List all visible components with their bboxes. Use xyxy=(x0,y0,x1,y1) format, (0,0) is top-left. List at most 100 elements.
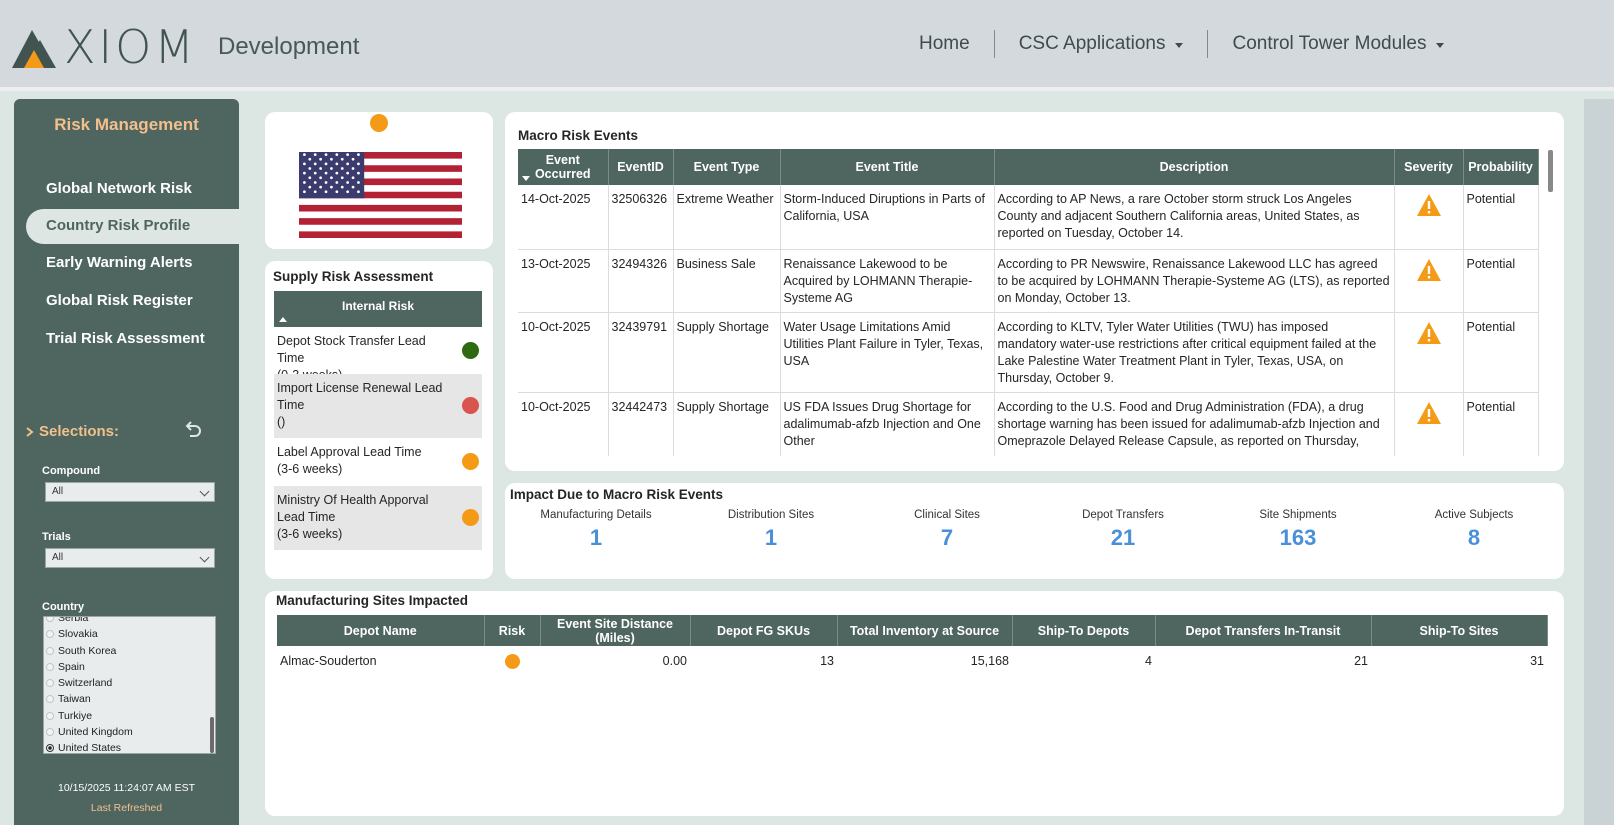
country-list[interactable]: Serbia Slovakia South Korea Spain Switze… xyxy=(43,616,216,754)
country-list-scrollbar[interactable] xyxy=(210,717,214,753)
sidebar-item-country-risk-profile[interactable]: Country Risk Profile xyxy=(26,209,239,244)
radio-icon xyxy=(46,711,54,720)
sidebar-item-trial-risk-assessment[interactable]: Trial Risk Assessment xyxy=(46,330,205,347)
events-scrollbar[interactable] xyxy=(1548,150,1553,192)
event-type: Extreme Weather xyxy=(673,185,781,250)
total-inventory: 15,168 xyxy=(970,654,1009,668)
supply-risk-row[interactable]: Label Approval Lead Time (3-6 weeks) xyxy=(274,438,482,485)
col-distance[interactable]: Event Site Distance (Miles) xyxy=(540,615,691,646)
country-name: Spain xyxy=(58,660,85,673)
country-item[interactable]: South Korea xyxy=(44,643,215,659)
metric-value: 1 xyxy=(764,525,778,550)
chevron-down-icon xyxy=(199,552,210,563)
severity xyxy=(1394,249,1464,313)
col-ship-to-depots[interactable]: Ship-To Depots xyxy=(1012,615,1156,646)
country-item[interactable]: United Kingdom xyxy=(44,724,215,740)
refresh-label: Last Refreshed xyxy=(90,802,163,814)
us-flag-icon xyxy=(299,152,462,238)
table-row[interactable]: Almac-Souderton 0.00 13 15,168 4 21 31 xyxy=(277,646,1547,676)
undo-icon[interactable] xyxy=(182,419,204,441)
right-scroll-region xyxy=(1584,99,1614,825)
chevron-down-icon xyxy=(199,486,210,497)
country-item-selected[interactable]: United States xyxy=(44,740,215,753)
col-event-title[interactable]: Event Title xyxy=(780,149,995,185)
nav-csc-applications[interactable]: CSC Applications xyxy=(995,30,1208,58)
col-ship-to-sites[interactable]: Ship-To Sites xyxy=(1371,615,1548,646)
col-transfers-in-transit[interactable]: Depot Transfers In-Transit xyxy=(1155,615,1372,646)
metric-value: 163 xyxy=(1279,525,1317,550)
metric-label: Clinical Sites xyxy=(914,509,980,521)
risk-name: Import License Renewal Lead Time xyxy=(277,381,443,412)
country-item[interactable]: Serbia xyxy=(44,616,215,626)
col-event-occurred[interactable]: Event Occurred xyxy=(518,149,609,185)
trials-dropdown[interactable]: All xyxy=(45,548,215,568)
country-item[interactable]: Switzerland xyxy=(44,675,215,691)
metric-value: 21 xyxy=(1110,525,1136,550)
event-date: 14-Oct-2025 xyxy=(518,185,609,250)
event-id: 32494326 xyxy=(608,249,674,313)
event-id: 32442473 xyxy=(608,392,674,456)
top-bar: XIOM Development Home CSC Applications C… xyxy=(0,0,1614,91)
event-date: 13-Oct-2025 xyxy=(518,249,609,313)
col-depot-fg-skus[interactable]: Depot FG SKUs xyxy=(690,615,838,646)
risk-range: (3-6 weeks) xyxy=(277,462,343,476)
nav-control-tower-label: Control Tower Modules xyxy=(1232,33,1427,54)
supply-risk-row[interactable]: Ministry Of Health Apporval Lead Time (3… xyxy=(274,486,482,550)
country-item[interactable]: Taiwan xyxy=(44,691,215,707)
col-total-inventory[interactable]: Total Inventory at Source xyxy=(837,615,1013,646)
country-item[interactable]: Spain xyxy=(44,659,215,675)
radio-icon xyxy=(46,630,54,639)
country-item[interactable]: Slovakia xyxy=(44,626,215,642)
sidebar-item-global-risk-register[interactable]: Global Risk Register xyxy=(46,292,193,309)
col-event-type[interactable]: Event Type xyxy=(673,149,781,185)
metric-manufacturing-details: Manufacturing Details 1 xyxy=(508,509,684,551)
event-description: According to PR Newswire, Renaissance La… xyxy=(994,249,1395,313)
nav-home[interactable]: Home xyxy=(895,30,994,58)
col-severity[interactable]: Severity xyxy=(1394,149,1464,185)
depot-fg-skus: 13 xyxy=(820,654,834,668)
sidebar-title: Risk Management xyxy=(54,115,199,134)
table-row[interactable]: 14-Oct-2025 32506326 Extreme Weather Storm-… xyxy=(518,185,1539,250)
col-event-id[interactable]: EventID xyxy=(608,149,674,185)
supply-risk-row[interactable]: Depot Stock Transfer Lead Time (0-3 week… xyxy=(274,327,482,382)
ship-to-depots: 4 xyxy=(1145,654,1152,668)
country-name: Serbia xyxy=(58,616,89,624)
col-depot-name[interactable]: Depot Name xyxy=(277,615,485,646)
radio-icon xyxy=(46,679,54,688)
sort-desc-icon xyxy=(522,176,530,181)
sidebar-item-global-network-risk[interactable]: Global Network Risk xyxy=(46,180,192,197)
country-items: Serbia Slovakia South Korea Spain Switze… xyxy=(44,616,215,753)
warning-icon xyxy=(1416,258,1441,281)
radio-icon xyxy=(46,662,54,671)
table-row[interactable]: 10-Oct-2025 32439791 Supply Shortage Water … xyxy=(518,312,1539,393)
compound-label: Compound xyxy=(42,465,101,477)
chevron-down-icon xyxy=(1175,42,1184,48)
col-description[interactable]: Description xyxy=(994,149,1395,185)
logo-mark-icon xyxy=(12,30,56,68)
warning-icon xyxy=(1416,194,1441,216)
risk-range: (3-6 weeks) xyxy=(277,527,343,541)
internal-risk-header[interactable]: Internal Risk xyxy=(274,291,482,327)
nav-home-label: Home xyxy=(919,33,970,54)
status-dot xyxy=(462,453,479,470)
trials-value: All xyxy=(52,552,64,563)
compound-dropdown[interactable]: All xyxy=(45,482,215,502)
country-name: Switzerland xyxy=(58,677,113,690)
radio-icon xyxy=(46,695,54,704)
selections-header[interactable]: Selections: xyxy=(26,423,119,440)
sidebar-item-early-warning-alerts[interactable]: Early Warning Alerts xyxy=(46,254,193,271)
selections-label: Selections: xyxy=(39,423,120,440)
manufacturing-sites-table: Depot Name Risk Event Site Distance (Mil… xyxy=(277,615,1548,676)
nav-control-tower[interactable]: Control Tower Modules xyxy=(1208,30,1468,58)
supply-risk-row[interactable]: Import License Renewal Lead Time () xyxy=(274,374,482,438)
metric-value: 7 xyxy=(940,525,954,550)
status-dot xyxy=(462,342,479,359)
event-title: Water Usage Limitations Amid Utilities P… xyxy=(780,312,995,393)
col-risk[interactable]: Risk xyxy=(484,615,541,646)
event-id: 32506326 xyxy=(608,185,674,250)
table-row[interactable]: 10-Oct-2025 32442473 Supply Shortage US FDA… xyxy=(518,392,1539,456)
country-item[interactable]: Turkiye xyxy=(44,708,215,724)
col-probability[interactable]: Probability xyxy=(1463,149,1539,185)
internal-risk-label: Internal Risk xyxy=(341,299,415,313)
table-row[interactable]: 13-Oct-2025 32494326 Business Sale Renaissa… xyxy=(518,249,1539,313)
